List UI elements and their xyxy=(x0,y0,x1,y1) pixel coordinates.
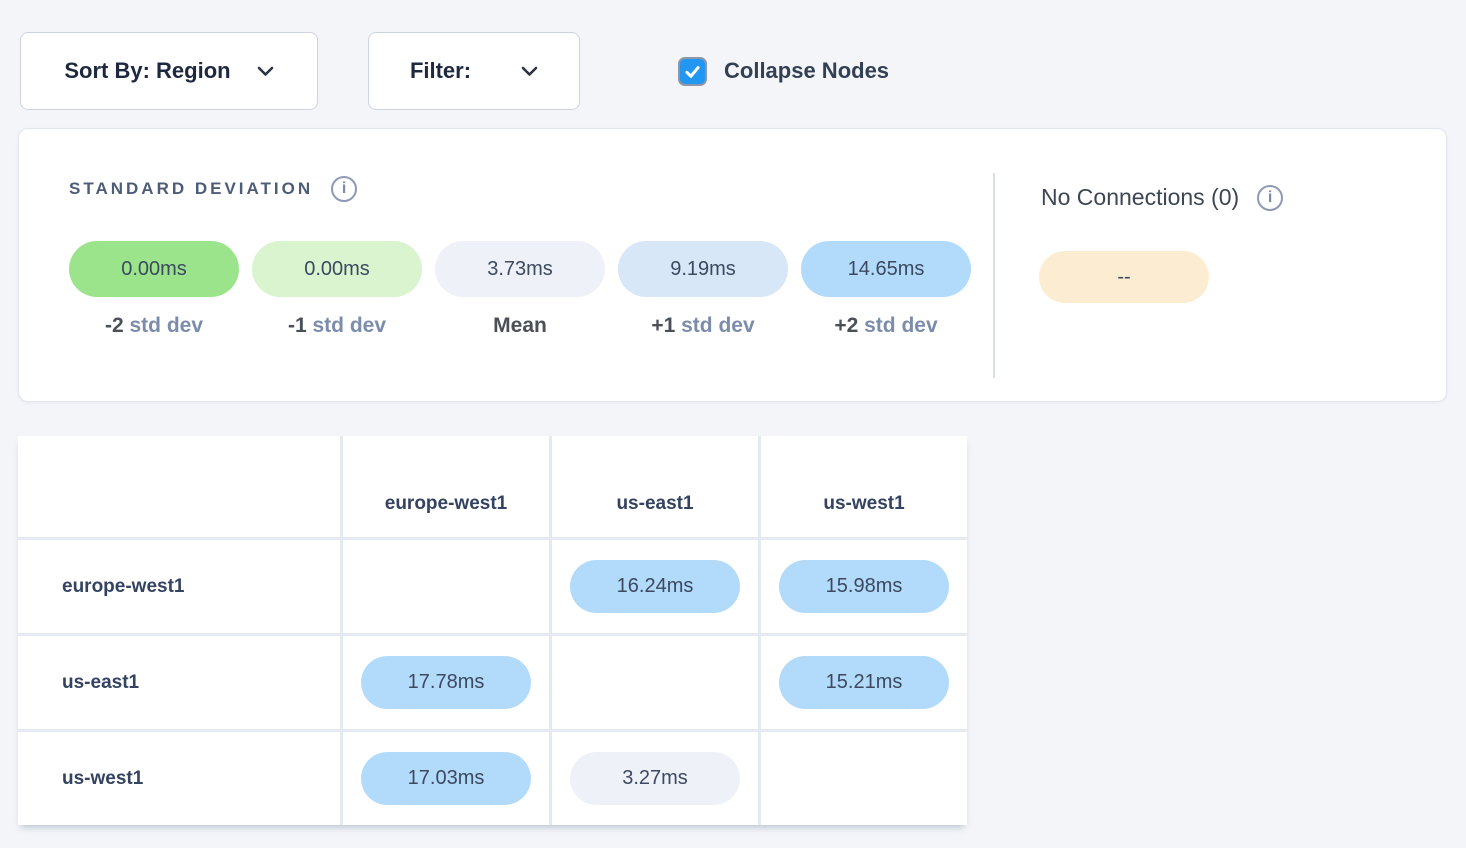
std-dev-pill-minus1: 0.00ms xyxy=(252,241,422,297)
std-dev-pill-minus2: 0.00ms xyxy=(69,241,239,297)
collapse-nodes-label: Collapse Nodes xyxy=(724,58,890,83)
matrix-cell: 17.78ms xyxy=(343,636,549,729)
std-dev-pill-plus2: 14.65ms xyxy=(801,241,971,297)
matrix-cell: 15.98ms xyxy=(761,540,967,633)
latency-value-pill: 15.98ms xyxy=(779,560,949,613)
std-dev-label-mean: Mean xyxy=(493,314,547,337)
chevron-down-icon xyxy=(521,66,538,76)
collapse-nodes-checkbox[interactable] xyxy=(678,56,707,86)
matrix-cell xyxy=(761,732,967,825)
matrix-cell xyxy=(552,636,758,729)
std-dev-pills: 0.00ms 0.00ms 3.73ms 9.19ms 14.65ms xyxy=(69,241,971,297)
std-dev-labels: -2 std dev -1 std dev Mean +1 std dev +2… xyxy=(69,314,971,338)
matrix-cell: 16.24ms xyxy=(552,540,758,633)
sort-by-label: Sort By: Region xyxy=(64,58,231,83)
latency-value-pill: 17.78ms xyxy=(361,656,531,709)
std-dev-label-minus2: -2 std dev xyxy=(104,314,204,337)
latency-value-pill: 3.27ms xyxy=(570,752,740,805)
std-dev-label-minus1: -1 std dev xyxy=(287,314,387,337)
matrix-cell: 15.21ms xyxy=(761,636,967,729)
filter-label: Filter: xyxy=(409,58,472,83)
chevron-down-icon xyxy=(257,66,273,76)
info-icon[interactable]: i xyxy=(1257,184,1284,211)
legend-panel: STANDARD DEVIATION i 0.00ms 0.00ms 3.73m… xyxy=(18,128,1447,402)
no-connections-pill: -- xyxy=(1039,251,1209,303)
matrix-corner-cell xyxy=(18,436,340,537)
matrix-row-header: us-east1 xyxy=(18,636,340,729)
latency-value-pill: 17.03ms xyxy=(361,752,531,805)
std-dev-pill-mean: 3.73ms xyxy=(435,241,605,297)
latency-matrix: europe-west1 us-east1 us-west1 europe-we… xyxy=(18,436,967,825)
latency-value-pill: 15.21ms xyxy=(779,656,949,709)
std-dev-title: STANDARD DEVIATION xyxy=(69,179,314,198)
matrix-col-header: us-east1 xyxy=(552,436,758,537)
latency-value-pill: 16.24ms xyxy=(570,560,740,613)
info-icon[interactable]: i xyxy=(331,176,358,202)
matrix-col-header: europe-west1 xyxy=(343,436,549,537)
matrix-cell: 17.03ms xyxy=(343,732,549,825)
std-dev-label-plus1: +1 std dev xyxy=(651,314,755,337)
matrix-col-header: us-west1 xyxy=(761,436,967,537)
no-connections-title: No Connections (0) xyxy=(1041,184,1240,210)
std-dev-pill-plus1: 9.19ms xyxy=(618,241,788,297)
matrix-row-header: europe-west1 xyxy=(18,540,340,633)
matrix-cell: 3.27ms xyxy=(552,732,758,825)
collapse-nodes-toggle[interactable]: Collapse Nodes xyxy=(678,32,889,110)
std-dev-label-plus2: +2 std dev xyxy=(834,314,938,337)
matrix-row-header: us-west1 xyxy=(18,732,340,825)
sort-by-dropdown[interactable]: Sort By: Region xyxy=(20,32,318,110)
checkmark-icon xyxy=(685,65,700,78)
panel-divider xyxy=(993,173,995,378)
matrix-cell xyxy=(343,540,549,633)
filter-dropdown[interactable]: Filter: xyxy=(368,32,580,110)
